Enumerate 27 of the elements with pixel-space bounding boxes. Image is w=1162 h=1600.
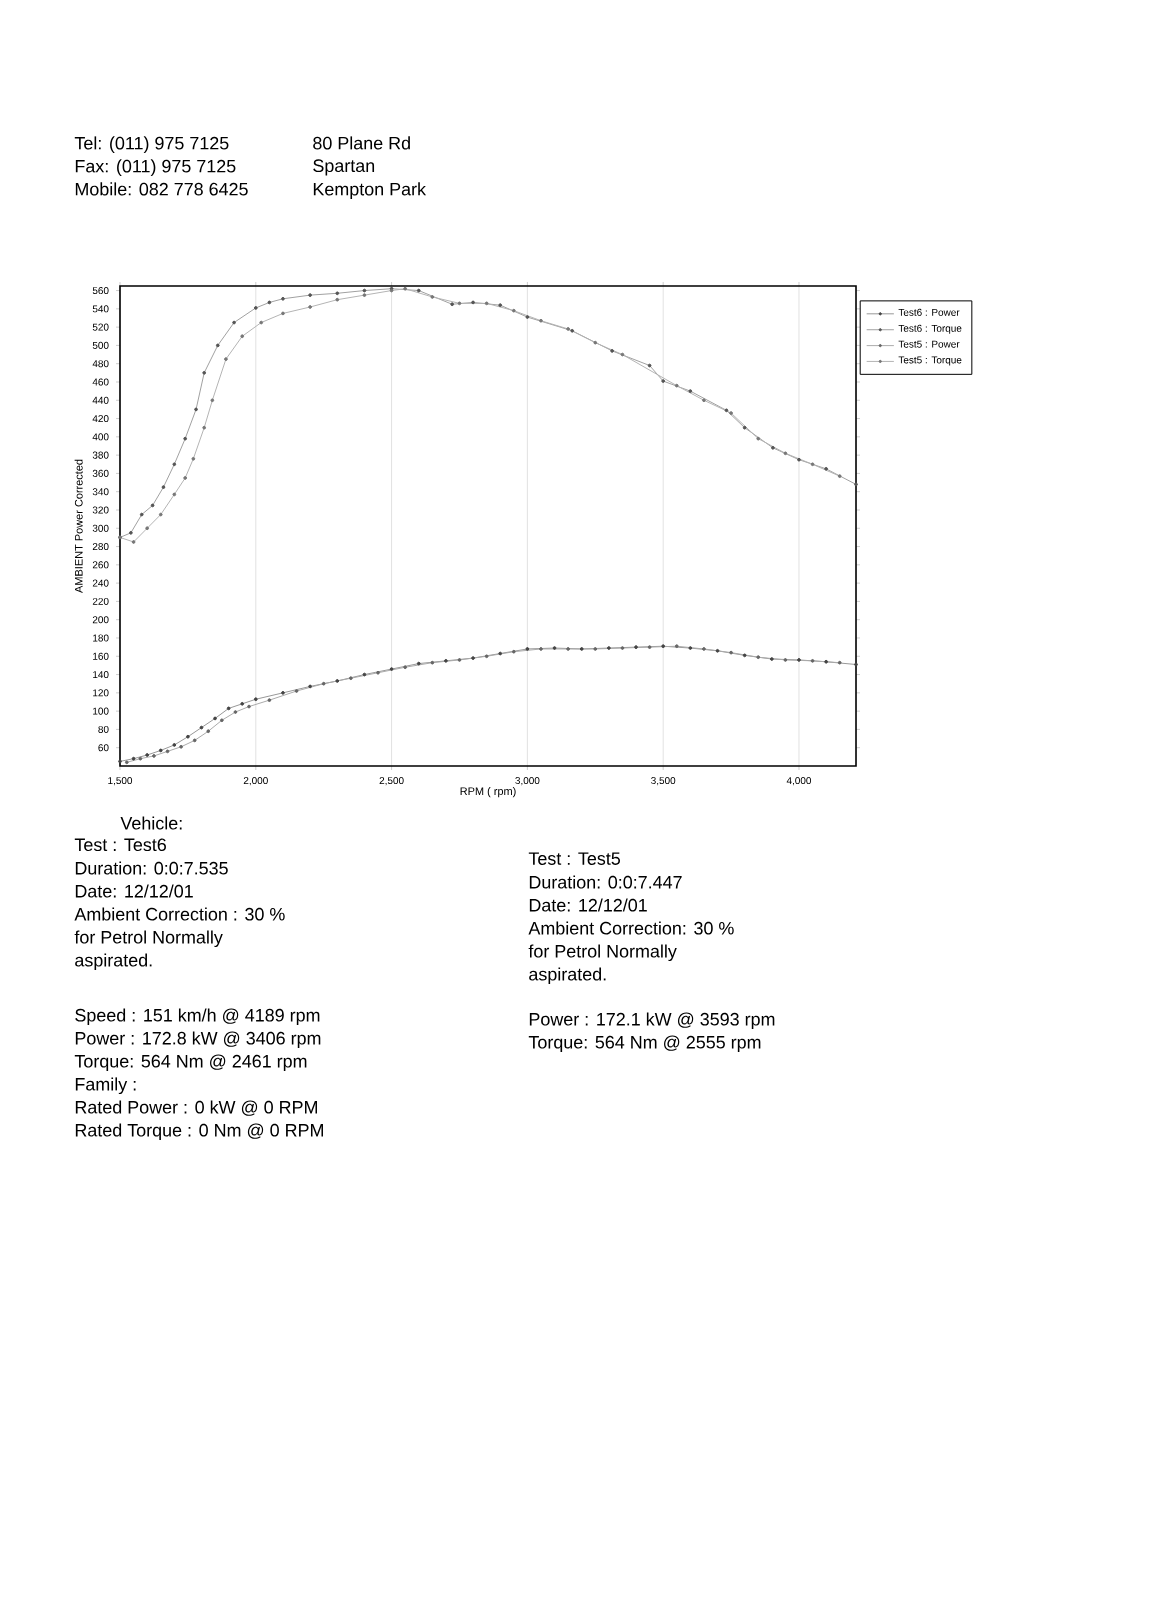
text: aspirated. [75,953,152,971]
text: Date: 12/12/01 [75,884,193,898]
text: Power : 172.1 kW @ 3593 rpm [529,1012,775,1030]
text: Tel: (011) 975 7125 [74,136,229,154]
text: Vehicle: [120,816,182,830]
text: Speed : 151 km/h @ 4189 rpm [75,1008,320,1026]
text: Duration: 0:0:7.447 [529,875,682,889]
text: Rated Torque : 0 Nm @ 0 RPM [75,1123,323,1141]
text: Fax: (011) 975 7125 [75,159,236,177]
text: Family : [75,1077,136,1095]
text: Rated Power : 0 kW @ 0 RPM [75,1100,317,1116]
text: aspirated. [529,967,606,985]
text: Ambient Correction: 30 % [528,921,734,935]
text: Mobile: 082 778 6425 [75,182,248,196]
text: Test : Test6 [74,838,166,852]
text: Date: 12/12/01 [529,898,647,912]
text: Torque: 564 Nm @ 2555 rpm [528,1035,761,1053]
text: Torque: 564 Nm @ 2461 rpm [74,1054,307,1072]
text: 80 Plane Rd [313,136,410,150]
text: Test : Test5 [528,852,621,865]
text: for Petrol Normally [74,930,223,948]
text: Ambient Correction : 30 % [74,907,285,921]
text: for Petrol Normally [528,944,677,962]
text: Power : 172.8 kW @ 3406 rpm [75,1031,321,1049]
text: Kempton Park [313,182,427,200]
text: Duration: 0:0:7.535 [75,861,228,875]
text: Spartan [313,159,375,176]
